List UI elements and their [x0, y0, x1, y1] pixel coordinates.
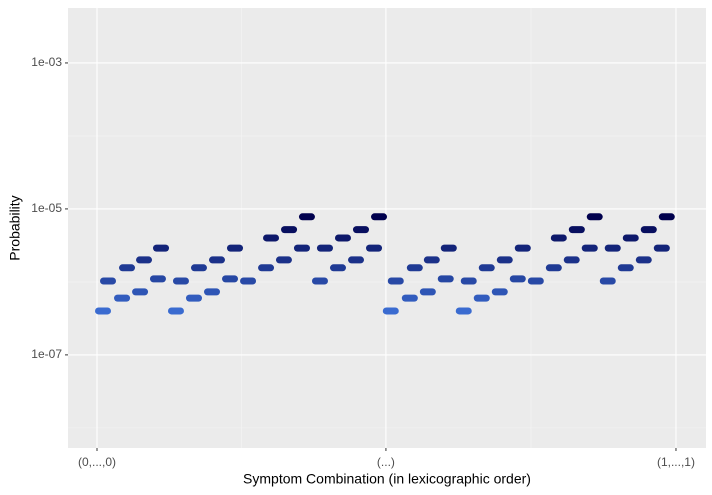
- point: [208, 256, 225, 264]
- point: [478, 264, 495, 272]
- point: [514, 244, 531, 252]
- point: [316, 244, 333, 252]
- point: [352, 226, 369, 234]
- y-tick-label: 1e-07: [31, 347, 62, 361]
- point: [185, 294, 202, 302]
- point: [440, 244, 457, 252]
- point: [371, 213, 388, 221]
- point: [334, 234, 351, 242]
- plot-panel: [68, 8, 706, 448]
- point: [204, 288, 221, 296]
- point: [604, 244, 621, 252]
- point: [227, 244, 244, 252]
- point: [132, 288, 149, 296]
- point: [190, 264, 207, 272]
- point: [258, 264, 275, 272]
- point: [635, 256, 652, 264]
- point: [263, 234, 280, 242]
- point: [401, 294, 418, 302]
- point: [423, 256, 440, 264]
- x-tick-label: (0,...,0): [78, 455, 116, 469]
- point: [240, 277, 257, 285]
- point: [99, 277, 116, 285]
- point: [563, 256, 580, 264]
- point: [281, 226, 298, 234]
- y-tick-label: 1e-03: [31, 55, 62, 69]
- point: [95, 307, 112, 315]
- x-tick-label: (1,...,1): [657, 455, 695, 469]
- point: [329, 264, 346, 272]
- point: [298, 213, 315, 221]
- point: [222, 275, 239, 283]
- point: [406, 264, 423, 272]
- point: [136, 256, 153, 264]
- point: [491, 288, 508, 296]
- y-tick-label: 1e-05: [31, 201, 62, 215]
- point: [153, 244, 170, 252]
- point: [622, 234, 639, 242]
- point: [149, 275, 166, 283]
- x-axis-title: Symptom Combination (in lexicographic or…: [243, 471, 531, 487]
- point: [473, 294, 490, 302]
- point: [172, 277, 189, 285]
- point: [617, 264, 634, 272]
- point: [496, 256, 513, 264]
- point: [387, 277, 404, 285]
- point: [455, 307, 472, 315]
- point: [167, 307, 184, 315]
- point: [527, 277, 544, 285]
- point: [581, 244, 598, 252]
- point: [599, 277, 616, 285]
- point: [419, 288, 436, 296]
- point: [545, 264, 562, 272]
- point: [437, 275, 454, 283]
- point: [275, 256, 292, 264]
- point: [653, 244, 670, 252]
- point: [586, 213, 603, 221]
- point: [348, 256, 365, 264]
- y-axis-title: Probability: [7, 195, 23, 260]
- point: [550, 234, 567, 242]
- point: [311, 277, 328, 285]
- point: [658, 213, 675, 221]
- point: [114, 294, 131, 302]
- point: [366, 244, 383, 252]
- point: [640, 226, 657, 234]
- x-tick-label: (...): [377, 455, 395, 469]
- point: [568, 226, 585, 234]
- point: [460, 277, 477, 285]
- point: [382, 307, 399, 315]
- point: [293, 244, 310, 252]
- point: [509, 275, 526, 283]
- point: [119, 264, 136, 272]
